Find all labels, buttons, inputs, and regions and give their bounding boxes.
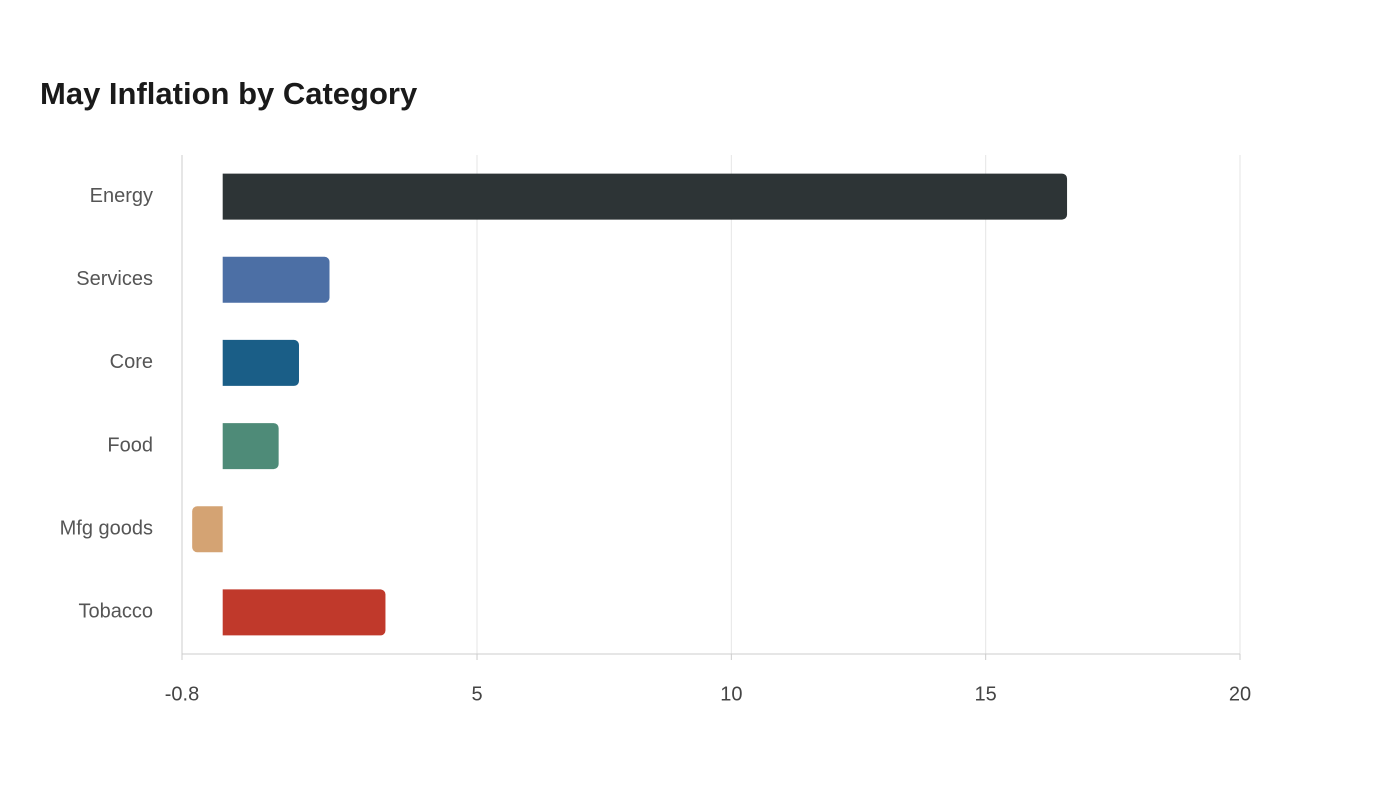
bar bbox=[222, 589, 386, 636]
y-tick-label: Energy bbox=[90, 185, 153, 207]
chart-title: May Inflation by Category bbox=[40, 76, 418, 111]
x-tick-label: 5 bbox=[471, 683, 482, 705]
y-tick-label: Services bbox=[76, 268, 153, 290]
bar bbox=[222, 173, 1068, 220]
y-tick-label: Tobacco bbox=[79, 601, 154, 623]
bar bbox=[222, 423, 279, 470]
bar bbox=[222, 339, 299, 386]
x-tick-label: 20 bbox=[1229, 683, 1251, 705]
y-tick-label: Mfg goods bbox=[60, 518, 153, 540]
bar bbox=[192, 506, 223, 553]
y-tick-label: Core bbox=[110, 351, 153, 373]
x-tick-label: 15 bbox=[975, 683, 997, 705]
bar bbox=[222, 256, 330, 303]
x-tick-label: -0.8 bbox=[165, 683, 199, 705]
y-tick-label: Food bbox=[107, 434, 153, 456]
x-tick-label: 10 bbox=[720, 683, 742, 705]
